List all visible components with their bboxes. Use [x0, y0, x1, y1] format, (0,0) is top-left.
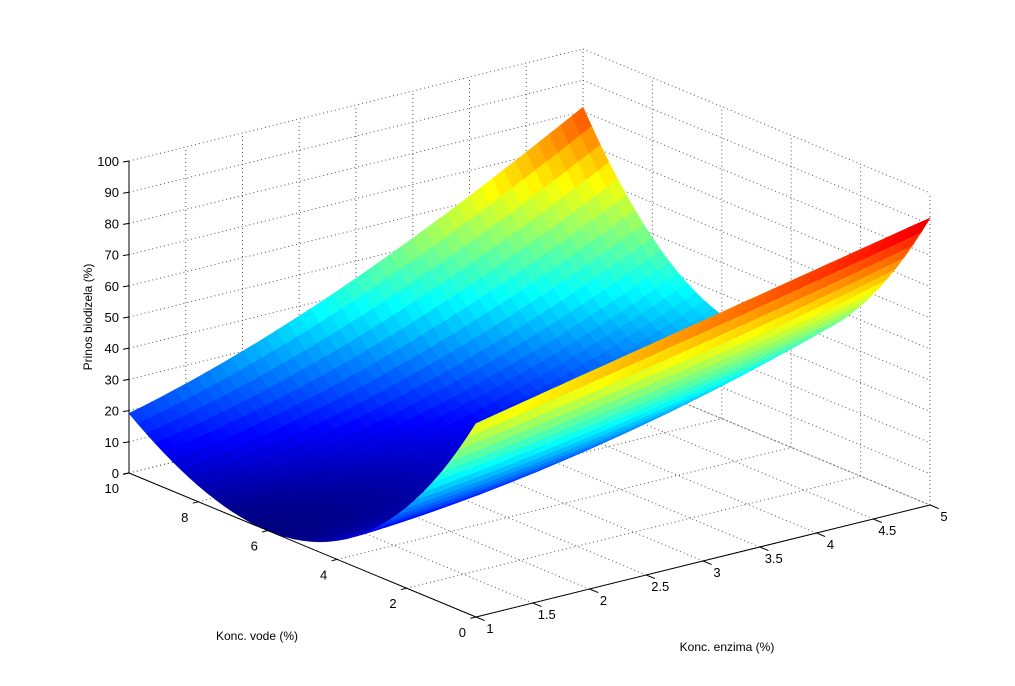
- z-tick-label: 60: [105, 279, 119, 294]
- x-tick-label: 2.5: [651, 579, 669, 594]
- y-tick-label: 4: [320, 567, 327, 582]
- x-tick-label: 3: [713, 565, 720, 580]
- z-tick-mark: [122, 160, 130, 163]
- z-tick-mark: [122, 410, 130, 413]
- x-tick-label: 4.5: [878, 523, 896, 538]
- x-tick-label: 3.5: [765, 551, 783, 566]
- z-tick-label: 70: [105, 248, 119, 263]
- z-tick-mark: [122, 191, 130, 194]
- y-tick-mark: [470, 616, 477, 619]
- z-tick-mark: [122, 285, 130, 288]
- x-tick-mark: [702, 560, 712, 566]
- x-tick-label: 4: [827, 537, 834, 552]
- y-tick-label: 10: [105, 481, 119, 496]
- y-tick-label: 8: [181, 510, 188, 525]
- z-tick-label: 10: [105, 435, 119, 450]
- z-tick-label: 50: [105, 310, 119, 325]
- y-axis-line: [128, 472, 477, 618]
- x-tick-label: 1.5: [538, 607, 556, 622]
- y-axis-label: Konc. vode (%): [216, 629, 298, 643]
- z-tick-mark: [122, 347, 130, 350]
- right-wall-gridline: [582, 48, 931, 194]
- z-tick-mark: [122, 254, 130, 257]
- z-axis-label: Prinos biodizela (%): [81, 264, 95, 371]
- x-tick-mark: [532, 602, 542, 608]
- x-tick-mark: [589, 588, 599, 594]
- z-tick-label: 30: [105, 372, 119, 387]
- x-tick-label: 5: [940, 509, 947, 524]
- z-tick-mark: [122, 472, 130, 475]
- x-tick-mark: [929, 504, 939, 510]
- x-tick-mark: [873, 518, 883, 524]
- x-axis-label: Konc. enzima (%): [680, 640, 775, 654]
- z-tick-label: 90: [105, 185, 119, 200]
- y-tick-label: 6: [251, 539, 258, 554]
- z-tick-label: 80: [105, 216, 119, 231]
- axis-layer: [122, 160, 939, 622]
- z-tick-mark: [122, 378, 130, 381]
- z-tick-mark: [122, 222, 130, 225]
- z-tick-label: 100: [97, 154, 119, 169]
- x-tick-label: 1: [486, 621, 493, 636]
- x-tick-mark: [646, 574, 656, 580]
- x-tick-label: 2: [600, 593, 607, 608]
- y-tick-label: 0: [459, 625, 466, 640]
- right-wall-gridline: [582, 79, 931, 225]
- x-tick-mark: [475, 616, 485, 622]
- surface-layer: [128, 106, 931, 543]
- surface-patch: [466, 417, 489, 438]
- tick-labels: 11.522.533.544.5502468100102030405060708…: [97, 154, 947, 640]
- x-tick-mark: [759, 546, 769, 552]
- z-tick-label: 40: [105, 341, 119, 356]
- y-tick-mark: [192, 501, 199, 504]
- x-tick-mark: [816, 532, 826, 538]
- y-tick-mark: [331, 558, 338, 562]
- y-tick-label: 2: [389, 596, 396, 611]
- z-tick-mark: [122, 316, 130, 319]
- z-tick-mark: [122, 441, 130, 444]
- y-tick-mark: [262, 530, 268, 533]
- z-tick-label: 20: [105, 404, 119, 419]
- z-tick-label: 0: [112, 466, 119, 481]
- y-tick-mark: [400, 587, 407, 591]
